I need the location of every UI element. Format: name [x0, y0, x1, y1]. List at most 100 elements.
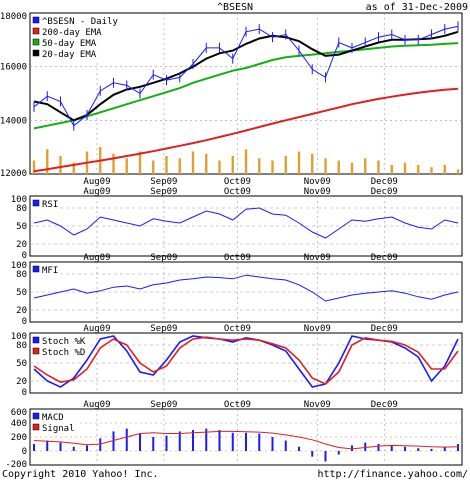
- volume-bar: [138, 151, 142, 174]
- volume-bar: [430, 167, 433, 174]
- stoch-x-tick-label: Dec09: [371, 324, 398, 334]
- volume-bar: [456, 169, 460, 174]
- macd-y-tick-label: 0: [22, 447, 27, 457]
- stoch-legend-label: Stoch %D: [42, 348, 85, 358]
- rsi-x-tick-label: Dec09: [371, 187, 398, 197]
- price-legend-label: 50-day EMA: [42, 39, 97, 49]
- stoch-x-tick-label: Sep09: [150, 324, 177, 334]
- mfi-y-tick-label: 100: [11, 261, 27, 271]
- volume-bar: [403, 162, 407, 174]
- mfi-line-mfi: [33, 274, 459, 302]
- volume-bar: [244, 149, 248, 174]
- stoch-y-tick-label: 20: [16, 377, 27, 387]
- stoch-y-tick-label: 100: [11, 332, 27, 342]
- price-y-tick-label: 14000: [0, 116, 27, 126]
- stoch-legend-swatch: [32, 336, 40, 344]
- macd-y-tick-label: 600: [11, 408, 27, 418]
- macd-bar: [298, 446, 300, 451]
- mfi-y-tick-label: 20: [16, 306, 27, 316]
- macd-x-tick-label: Sep09: [150, 400, 177, 410]
- macd-bar: [364, 442, 367, 451]
- macd-y-tick-label: 200: [11, 433, 27, 443]
- macd-x-tick-label: Oct09: [224, 400, 251, 410]
- macd-bar: [205, 428, 208, 451]
- mfi-y-tick-label: 0: [22, 317, 27, 327]
- macd-bar: [457, 444, 459, 451]
- price-legend-swatch: [32, 49, 40, 57]
- volume-bar: [350, 162, 354, 174]
- volume-bar: [152, 160, 155, 174]
- price-x-tick-label: Oct09: [224, 177, 251, 187]
- volume-bar: [218, 160, 221, 174]
- stoch-line-stoch-d: [33, 336, 459, 385]
- macd-bar: [271, 437, 274, 451]
- macd-bar: [231, 432, 234, 451]
- macd-bar: [165, 435, 168, 451]
- macd-bar: [324, 451, 327, 462]
- rsi-x-tick-label: Sep09: [150, 187, 177, 197]
- volume-bar: [417, 165, 420, 174]
- macd-bar: [99, 438, 102, 451]
- price-y-tick-label: 12000: [0, 169, 27, 179]
- stoch-y-tick-label: 50: [16, 359, 27, 369]
- volume-bar: [284, 156, 287, 174]
- copyright-text: Copyright 2010 Yahoo! Inc.: [2, 469, 159, 480]
- macd-bar: [112, 431, 115, 451]
- macd-bar: [86, 445, 88, 451]
- mfi-x-tick-label: Sep09: [150, 253, 177, 263]
- volume-bar: [32, 160, 36, 174]
- stoch-x-tick-label: Nov09: [304, 324, 331, 334]
- stoch-x-tick-label: Oct09: [224, 324, 251, 334]
- volume-bar: [364, 158, 367, 174]
- volume-bar: [72, 162, 75, 174]
- chart-ticker-title: ^BSESN: [217, 2, 253, 13]
- rsi-y-tick-label: 20: [16, 240, 27, 250]
- mfi-x-tick-label: Aug09: [83, 253, 110, 263]
- mfi-x-tick-label: Oct09: [224, 253, 251, 263]
- price-x-tick-label: Nov09: [304, 177, 331, 187]
- macd-bar: [46, 440, 49, 451]
- mfi-x-tick-label: Nov09: [304, 253, 331, 263]
- mfi-y-tick-label: 80: [16, 270, 27, 280]
- mfi-y-tick-label: 50: [16, 288, 27, 298]
- stoch-legend-swatch: [32, 347, 40, 355]
- price-legend-label: 20-day EMA: [42, 50, 97, 60]
- volume-bar: [390, 165, 393, 174]
- macd-bar: [178, 431, 181, 451]
- macd-bar: [33, 444, 35, 451]
- volume-bar: [205, 153, 208, 174]
- price-legend-label: 200-day EMA: [42, 28, 102, 38]
- macd-y-tick-label: 400: [11, 419, 27, 429]
- volume-bar: [311, 153, 314, 174]
- macd-x-tick-label: Aug09: [83, 400, 110, 410]
- volume-bar: [377, 160, 380, 174]
- volume-bar: [112, 153, 115, 174]
- macd-bar: [125, 428, 128, 451]
- signal-line: [33, 430, 459, 450]
- series-line-200-day-ema: [33, 87, 459, 173]
- macd-legend-label: Signal: [42, 424, 75, 434]
- rsi-x-tick-label: Oct09: [224, 187, 251, 197]
- series-line-50-day-ema: [33, 42, 459, 130]
- macd-bar: [311, 451, 314, 457]
- macd-bar: [218, 430, 221, 451]
- rsi-y-tick-label: 100: [11, 195, 27, 205]
- volume-bar: [443, 165, 446, 174]
- macd-bar: [192, 430, 194, 451]
- price-legend-label: ^BSESN - Daily: [42, 17, 118, 27]
- volume-bar: [46, 149, 49, 174]
- macd-bar: [284, 440, 287, 451]
- macd-y-tick-label: -200: [5, 460, 27, 470]
- volume-bar: [231, 156, 234, 174]
- rsi-y-tick-label: 80: [16, 204, 27, 214]
- as-of-date: as of 31-Dec-2009: [366, 2, 468, 13]
- macd-bar: [377, 444, 380, 451]
- chart-panels: 18000 16000 14000 12000 Aug09 Sep09 Oct09 Nov09…: [0, 12, 463, 470]
- price-x-tick-label: Dec09: [371, 177, 398, 187]
- macd-bar: [258, 433, 261, 451]
- series-line-20-day-ema: [33, 30, 459, 122]
- macd-legend-label: MACD: [42, 413, 64, 423]
- mfi-x-tick-label: Dec09: [371, 253, 398, 263]
